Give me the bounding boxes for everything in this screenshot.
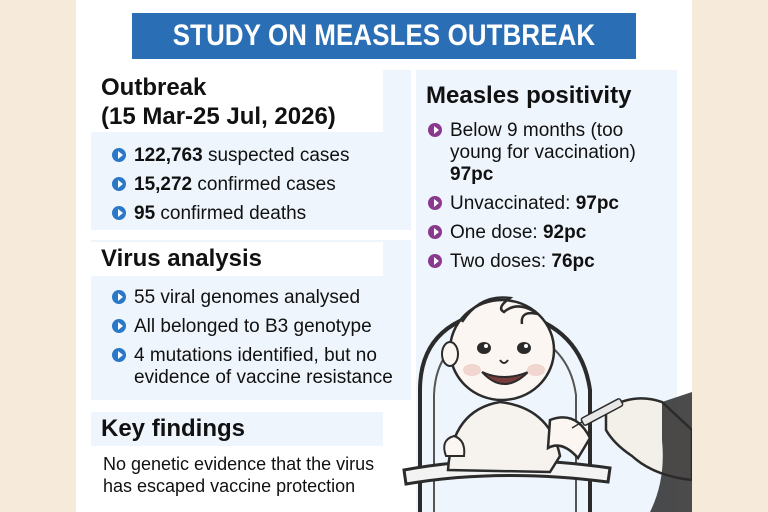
- positivity-label: Two doses:: [450, 251, 552, 272]
- arrow-bullet-icon: [112, 319, 126, 333]
- positivity-item: Unvaccinated: 97pc: [428, 193, 673, 215]
- baby-hand: [443, 434, 466, 457]
- baby-eye-left: [477, 342, 491, 354]
- virus-heading: Virus analysis: [91, 242, 383, 276]
- virus-item: 4 mutations identified, but no evidence …: [112, 345, 404, 389]
- positivity-label: One dose:: [450, 222, 543, 243]
- baby-vaccine-illustration: [402, 296, 692, 512]
- outbreak-heading: Outbreak (15 Mar-25 Jul, 2026): [91, 70, 383, 132]
- baby-eye-right: [517, 342, 531, 354]
- outbreak-label: confirmed cases: [192, 174, 336, 195]
- positivity-item: One dose: 92pc: [428, 222, 673, 244]
- outbreak-item: 15,272 confirmed cases: [112, 174, 402, 196]
- baby-hair: [460, 296, 539, 325]
- arrow-bullet-icon: [112, 206, 126, 220]
- outbreak-value: 95: [134, 203, 156, 224]
- baby-ear-left: [441, 341, 459, 367]
- arrow-bullet-icon: [428, 225, 442, 239]
- arrow-bullet-icon: [428, 123, 442, 137]
- arrow-bullet-icon: [112, 148, 126, 162]
- outbreak-value: 122,763: [134, 145, 203, 166]
- nurse-sleeve: [650, 392, 692, 512]
- outbreak-heading-line2: (15 Mar-25 Jul, 2026): [101, 103, 336, 130]
- positivity-item: Below 9 months (too young for vaccinatio…: [428, 120, 673, 186]
- virus-item-text: All belonged to B3 genotype: [134, 316, 372, 337]
- outbreak-item: 122,763 suspected cases: [112, 145, 402, 167]
- findings-text: No genetic evidence that the virus has e…: [103, 454, 375, 496]
- positivity-item: Two doses: 76pc: [428, 251, 673, 273]
- baby-body: [446, 400, 562, 474]
- infographic-title: STUDY ON MEASLES OUTBREAK: [132, 13, 636, 59]
- outbreak-item: 95 confirmed deaths: [112, 203, 402, 225]
- arrow-bullet-icon: [112, 348, 126, 362]
- baby-nose: [499, 359, 509, 364]
- positivity-value: 97pc: [575, 193, 619, 214]
- outbreak-label: suspected cases: [202, 145, 350, 166]
- baby-arm: [546, 416, 592, 461]
- arrow-bullet-icon: [112, 290, 126, 304]
- virus-item-text: 4 mutations identified, but no evidence …: [134, 345, 393, 388]
- outbreak-label: confirmed deaths: [155, 203, 307, 224]
- positivity-label: Unvaccinated:: [450, 193, 576, 214]
- virus-item: All belonged to B3 genotype: [112, 316, 404, 338]
- outbreak-value: 15,272: [134, 174, 193, 195]
- virus-item: 55 viral genomes analysed: [112, 287, 404, 309]
- arrow-bullet-icon: [112, 177, 126, 191]
- positivity-value: 92pc: [542, 222, 587, 243]
- arrow-bullet-icon: [428, 196, 442, 210]
- positivity-value: 76pc: [551, 251, 595, 272]
- positivity-heading: Measles positivity: [426, 82, 632, 109]
- outbreak-list: 122,763 suspected cases 15,272 confirmed…: [112, 145, 402, 232]
- syringe-icon: [580, 398, 624, 426]
- positivity-value: 97pc: [450, 164, 494, 185]
- positivity-list: Below 9 months (too young for vaccinatio…: [428, 120, 673, 280]
- virus-item-text: 55 viral genomes analysed: [134, 287, 361, 308]
- outbreak-heading-line1: Outbreak: [101, 74, 207, 101]
- virus-list: 55 viral genomes analysed All belonged t…: [112, 287, 404, 396]
- findings-heading: Key findings: [91, 412, 383, 446]
- arrow-bullet-icon: [428, 254, 442, 268]
- positivity-label: Below 9 months (too young for vaccinatio…: [450, 120, 636, 163]
